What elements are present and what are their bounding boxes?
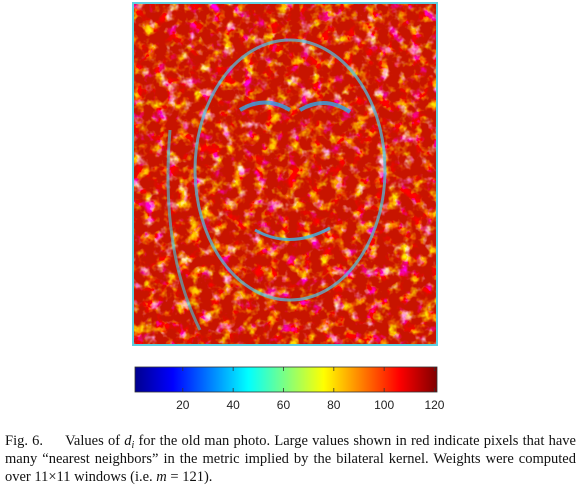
tick-label: 40 — [226, 398, 240, 412]
caption: Fig. 6. Values of di for the old man phot… — [5, 432, 576, 486]
tick-label: 120 — [424, 398, 444, 412]
math-subscript: i — [131, 440, 135, 451]
tick-label: 20 — [176, 398, 190, 412]
caption-label: Fig. 6. — [5, 433, 44, 449]
tick-label: 100 — [374, 398, 394, 412]
math: m — [156, 469, 167, 485]
tick-label: 80 — [327, 398, 341, 412]
math: d — [124, 433, 132, 449]
tick-label: 60 — [277, 398, 291, 412]
heatmap-image — [132, 2, 438, 346]
colorbar — [134, 366, 438, 393]
caption-text: windows (i.e. — [70, 469, 157, 485]
caption-text: for the old man photo. Large values show… — [5, 433, 576, 485]
figure: 20 40 60 80 100 120 — [132, 2, 445, 412]
caption-text: = 121). — [166, 469, 213, 485]
caption-text: Values of — [65, 433, 125, 449]
math: 11×11 — [34, 469, 71, 485]
